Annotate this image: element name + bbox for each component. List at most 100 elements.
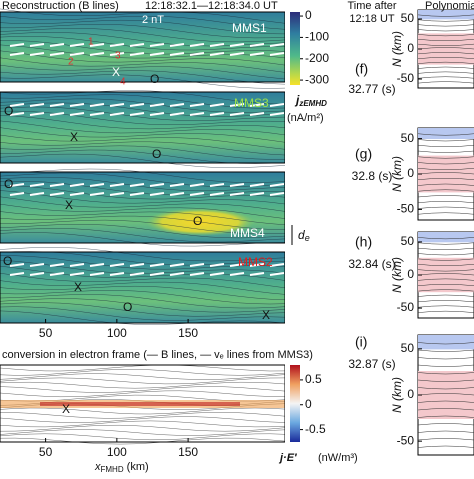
rp-line — [417, 201, 474, 203]
rp-line — [417, 183, 474, 186]
contour — [0, 127, 285, 143]
rp-line — [417, 178, 474, 180]
arrow — [189, 183, 205, 187]
x-mark: X — [112, 65, 120, 79]
arrow — [49, 52, 65, 56]
n-tick-label: -50 — [397, 300, 415, 314]
contour — [0, 102, 285, 117]
panels — [0, 8, 285, 445]
contour — [0, 19, 285, 35]
contour — [0, 429, 285, 436]
x-label: xFMHD (km) — [94, 461, 149, 474]
rp-line — [417, 408, 474, 411]
arrow — [69, 112, 85, 116]
rp-top — [418, 232, 474, 243]
num: 4 — [120, 77, 126, 88]
contour — [0, 407, 285, 415]
rp-line — [417, 253, 474, 256]
arrow — [69, 263, 85, 267]
arrow — [149, 43, 165, 47]
x-mark: X — [262, 308, 270, 322]
arrow — [249, 103, 265, 107]
time-col2: 12:18 UT — [349, 13, 395, 25]
arrow — [169, 43, 185, 47]
contour — [0, 290, 285, 305]
arrow — [209, 52, 225, 56]
rp-line — [417, 47, 474, 50]
x-mark: X — [65, 198, 73, 212]
rp-line — [417, 52, 474, 55]
contour — [0, 176, 285, 192]
colorbar-j — [290, 12, 300, 85]
panel-frame — [0, 171, 285, 244]
arrow — [269, 183, 285, 187]
contour — [0, 272, 285, 289]
arrow — [209, 263, 225, 267]
arrow — [209, 112, 225, 116]
letter: (i) — [355, 334, 367, 350]
panel-frame — [0, 251, 285, 324]
arrow — [189, 103, 205, 107]
de: de — [298, 228, 310, 243]
rp-line — [417, 387, 474, 390]
contour — [0, 412, 285, 419]
arrow — [129, 52, 145, 56]
arrow — [229, 103, 245, 107]
rp-line — [417, 415, 474, 418]
arrow — [229, 112, 245, 116]
arrow — [129, 183, 145, 187]
rp-line — [417, 278, 474, 281]
panel-frame — [0, 364, 285, 443]
contour — [0, 302, 285, 317]
arrow — [269, 103, 285, 107]
arrow — [249, 263, 265, 267]
rp-line — [417, 294, 474, 297]
arrow — [9, 272, 25, 276]
x-tick-label: 150 — [178, 326, 198, 340]
n-tick-label: 50 — [401, 11, 415, 25]
cb-tick-label: -200 — [305, 51, 329, 65]
arrow — [129, 103, 145, 107]
n-tick-label: 50 — [401, 341, 415, 355]
contour — [0, 153, 285, 168]
panel-frame — [0, 91, 285, 164]
contour — [0, 265, 285, 281]
arrow — [29, 112, 45, 116]
arrow — [109, 112, 125, 116]
rp-line — [417, 273, 474, 276]
num: 1 — [88, 37, 94, 48]
arrow — [189, 112, 205, 116]
arrow — [229, 272, 245, 276]
arrow — [249, 43, 265, 47]
arrow — [89, 103, 105, 107]
arrow — [9, 112, 25, 116]
rp-line — [417, 76, 474, 79]
contour — [0, 172, 285, 187]
cb-tick-label: -0.5 — [305, 422, 326, 436]
rp-line — [417, 57, 474, 59]
arrow — [109, 183, 125, 187]
time-range: 12:18:32.1—12:18:34.0 UT — [145, 0, 278, 12]
de-text: d — [298, 228, 305, 242]
time: 32.77 (s) — [348, 82, 395, 96]
contour — [0, 247, 285, 262]
arrow — [269, 192, 285, 196]
cbj-label: jzEMHD — [294, 93, 327, 108]
n-tick-label: 0 — [407, 166, 414, 180]
arrow — [69, 103, 85, 107]
arrow — [109, 192, 125, 196]
rp-line — [417, 172, 474, 175]
contour — [0, 110, 285, 125]
arrow — [269, 52, 285, 56]
rp-line — [417, 206, 474, 209]
letter: (h) — [355, 234, 372, 250]
contour — [0, 420, 285, 428]
contour — [0, 74, 285, 89]
t: j — [294, 93, 300, 107]
rp-top — [418, 128, 474, 140]
arrow — [209, 103, 225, 107]
arrow — [9, 52, 25, 56]
arrow — [249, 272, 265, 276]
arrow — [109, 103, 125, 107]
panel-frame — [0, 11, 285, 83]
